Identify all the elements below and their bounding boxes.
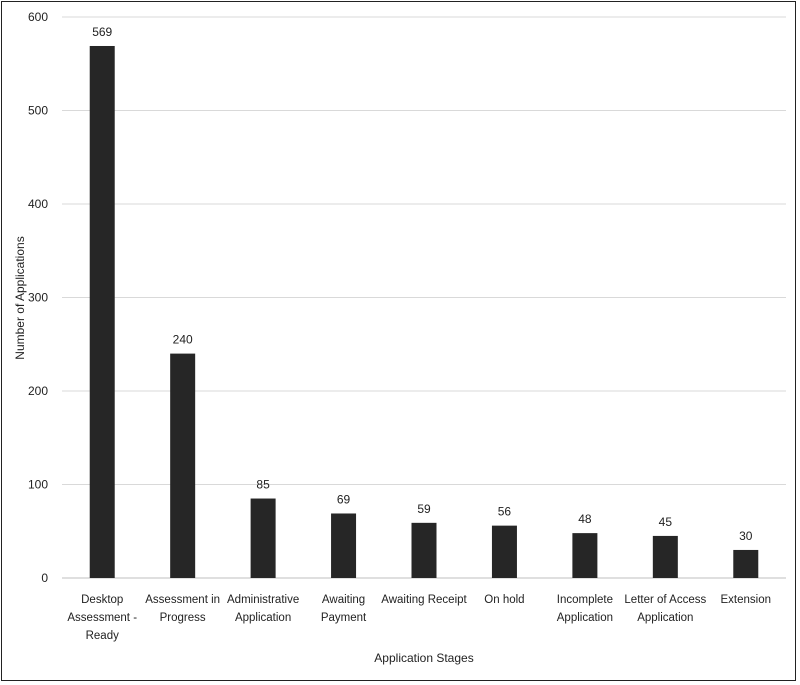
x-tick-label-line: Ready xyxy=(86,630,119,642)
data-label-2: 85 xyxy=(256,478,270,492)
x-tick-label-6: Incomplete Application xyxy=(557,594,613,624)
data-label-5: 56 xyxy=(498,505,512,519)
x-tick-label-3: Awaiting Payment xyxy=(321,594,367,624)
x-tick-label-line: Desktop xyxy=(81,594,123,606)
x-tick-label-2: Administrative Application xyxy=(227,594,299,624)
data-label-6: 48 xyxy=(578,512,592,526)
x-tick-label-5: On hold xyxy=(484,594,524,606)
x-tick-label-line: Extension xyxy=(721,594,772,606)
data-label-4: 59 xyxy=(417,502,431,516)
x-axis-title: Application Stages xyxy=(374,651,473,665)
y-tick-label-300: 300 xyxy=(28,291,48,305)
y-tick-label-600: 600 xyxy=(28,10,48,24)
y-tick-label-100: 100 xyxy=(28,478,48,492)
bar-6 xyxy=(572,533,598,578)
x-tick-label-line: Application xyxy=(637,612,693,624)
y-axis-ticks: 0 100 200 300 400 500 600 xyxy=(28,10,48,585)
x-tick-label-line: Assessment - xyxy=(67,612,137,624)
data-label-3: 69 xyxy=(337,492,351,506)
x-tick-label-line: Awaiting Receipt xyxy=(381,594,467,606)
x-tick-label-line: Assessment in xyxy=(145,594,220,606)
x-tick-label-line: Application xyxy=(557,612,613,624)
x-tick-label-line: Letter of Access xyxy=(624,594,706,606)
x-tick-label-7: Letter of Access Application xyxy=(624,594,706,624)
bar-0 xyxy=(89,45,115,579)
data-labels: 569 240 85 69 59 56 48 45 30 xyxy=(92,25,753,543)
y-tick-label-400: 400 xyxy=(28,197,48,211)
data-label-0: 569 xyxy=(92,25,112,39)
x-tick-label-line: Incomplete xyxy=(557,594,613,606)
x-tick-label-0: Desktop Assessment - Ready xyxy=(67,594,137,642)
bars xyxy=(89,45,759,579)
data-label-8: 30 xyxy=(739,529,753,543)
bar-3 xyxy=(331,513,357,578)
x-tick-label-line: Payment xyxy=(321,612,367,624)
data-label-1: 240 xyxy=(173,333,193,347)
bar-1 xyxy=(170,353,196,578)
x-tick-label-line: Progress xyxy=(160,612,206,624)
bar-7 xyxy=(652,535,678,578)
x-tick-label-line: Application xyxy=(235,612,291,624)
x-tick-label-1: Assessment in Progress xyxy=(145,594,220,624)
x-tick-label-line: Administrative xyxy=(227,594,299,606)
x-tick-label-line: On hold xyxy=(484,594,524,606)
x-axis-labels: Desktop Assessment - Ready Assessment in Pro… xyxy=(67,594,771,642)
x-tick-label-8: Extension xyxy=(721,594,772,606)
y-tick-label-200: 200 xyxy=(28,384,48,398)
x-tick-label-4: Awaiting Receipt xyxy=(381,594,467,606)
bar-5 xyxy=(491,525,517,578)
data-label-7: 45 xyxy=(659,515,673,529)
bar-2 xyxy=(250,498,276,578)
bar-8 xyxy=(733,549,759,578)
bar-4 xyxy=(411,522,437,578)
y-axis-title: Number of Applications xyxy=(13,236,27,359)
y-tick-label-0: 0 xyxy=(41,571,48,585)
y-tick-label-500: 500 xyxy=(28,104,48,118)
x-tick-label-line: Awaiting xyxy=(322,594,365,606)
